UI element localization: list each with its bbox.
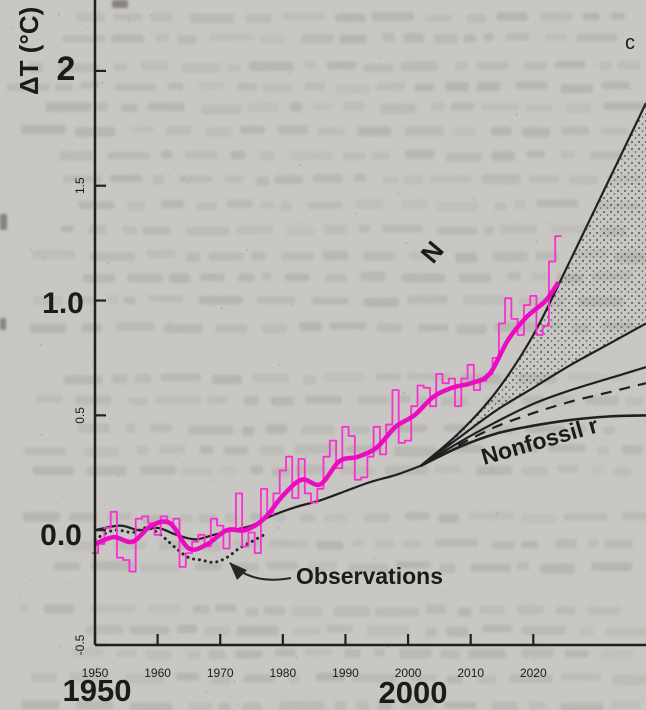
partial-char-annotation: c: [625, 32, 635, 54]
x-tick-label: 2020: [520, 666, 547, 680]
plot-curves: [91, 102, 646, 581]
nonfossil-annotation: Nonfossil r: [478, 412, 601, 470]
big-label-0-0: 0.0: [40, 519, 82, 552]
big-label-2: 2: [57, 50, 76, 88]
y-tick-label: 0.5: [73, 407, 87, 424]
x-tick-label: 1990: [332, 666, 359, 680]
y-tick-label: -0.5: [73, 634, 87, 655]
x-tick-label: 1960: [144, 666, 171, 680]
x-tick-label: 1970: [207, 666, 234, 680]
big-label-1950: 1950: [63, 673, 132, 708]
x-tick-label: 1980: [269, 666, 296, 680]
big-label-1-0: 1.0: [42, 287, 84, 320]
observations-annotation: Observations: [296, 563, 443, 589]
y-axis-title: ΔT (°C): [14, 7, 44, 95]
x-tick-label: 2010: [457, 666, 484, 680]
scenario-n-annotation: N: [415, 235, 450, 269]
big-label-2000: 2000: [379, 675, 448, 710]
y-tick-label: 1.5: [73, 177, 87, 194]
